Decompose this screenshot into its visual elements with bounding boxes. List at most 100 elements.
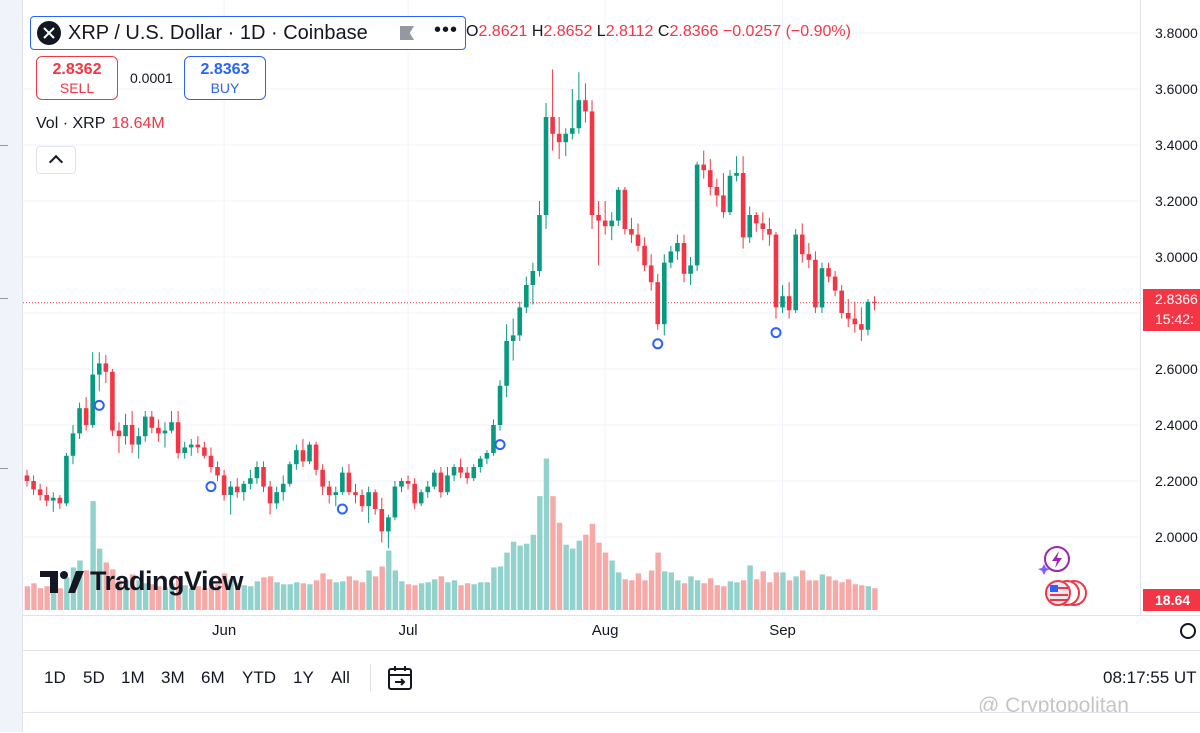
volume-bar	[740, 580, 747, 610]
volume-bar	[845, 579, 852, 610]
utc-clock[interactable]: 08:17:55 UT	[1103, 668, 1197, 687]
candle-body	[504, 341, 509, 386]
candle-body	[366, 492, 371, 507]
toolbar-tick	[0, 145, 8, 146]
volume-bar	[90, 501, 96, 610]
candle-body	[432, 472, 437, 487]
range-button-all[interactable]: All	[331, 668, 350, 687]
candle-body	[570, 128, 575, 134]
candle-body	[767, 229, 772, 235]
chevron-up-icon	[48, 154, 64, 170]
range-button-1d[interactable]: 1D	[44, 668, 66, 687]
candle-body	[629, 229, 634, 235]
volume-bar	[326, 579, 333, 610]
volume-bar	[320, 573, 326, 610]
volume-bar	[675, 580, 681, 610]
range-button-1m[interactable]: 1M	[121, 668, 145, 687]
us-flag-icon	[1045, 580, 1071, 606]
volume-bar	[313, 580, 320, 610]
collapse-legend-button[interactable]	[36, 146, 76, 174]
volume-bar	[96, 548, 103, 610]
volume-bar	[865, 586, 872, 610]
range-button-ytd[interactable]: YTD	[242, 668, 276, 687]
price-tick-label: 2.2000	[1155, 473, 1198, 489]
candle-body	[136, 436, 141, 445]
candle-body	[451, 467, 457, 476]
close-value: 2.8366	[669, 23, 719, 40]
volume-bar	[307, 584, 313, 610]
price-tick-label: 2.4000	[1155, 417, 1198, 433]
volume-bar	[162, 587, 169, 610]
candle-body	[826, 268, 831, 277]
volume-bar	[353, 580, 359, 610]
volume-bar	[661, 571, 668, 610]
volume-bar	[182, 585, 188, 610]
events-icons[interactable]	[1030, 540, 1092, 610]
event-marker-icon	[494, 439, 506, 451]
candle-body	[616, 189, 621, 221]
tradingview-logo[interactable]: TradingView	[40, 566, 244, 597]
volume-bar	[169, 583, 175, 610]
volume-bar	[826, 576, 832, 610]
volume-bar	[530, 534, 536, 610]
volume-legend[interactable]: Vol · XRP 18.64M	[36, 115, 165, 133]
buy-button[interactable]: 2.8363 BUY	[184, 56, 266, 100]
symbol-legend[interactable]: XRP / U.S. Dollar · 1D · Coinbase •••	[30, 16, 466, 50]
candle-body	[386, 517, 391, 532]
event-marker-icon	[336, 503, 348, 515]
candle-body	[865, 301, 871, 330]
range-button-5d[interactable]: 5D	[83, 668, 105, 687]
candle-body	[267, 486, 273, 504]
volume-bar	[760, 571, 766, 610]
volume-bar	[418, 583, 425, 610]
volume-bar	[648, 570, 655, 610]
volume-bar	[228, 579, 234, 610]
candle-body	[116, 430, 122, 437]
range-button-6m[interactable]: 6M	[201, 668, 225, 687]
price-axis[interactable]	[1140, 0, 1200, 615]
candle-body	[90, 374, 95, 425]
candle-body	[458, 467, 463, 473]
candle-body	[550, 117, 555, 134]
range-button-3m[interactable]: 3M	[161, 668, 185, 687]
event-marker-icon	[93, 399, 105, 411]
volume-bar	[287, 584, 293, 610]
candle-body	[346, 472, 352, 493]
volume-bar	[300, 583, 307, 610]
symbol-title[interactable]: XRP / U.S. Dollar · 1D · Coinbase	[68, 21, 368, 44]
candle-body	[872, 301, 877, 303]
volume-bar	[412, 585, 418, 610]
candle-body	[681, 243, 687, 274]
sell-button[interactable]: 2.8362 SELL	[36, 56, 118, 100]
volume-bar	[57, 588, 63, 610]
candle-body	[753, 215, 759, 224]
volume-bar	[202, 588, 208, 610]
volume-bar	[294, 582, 300, 610]
candle-body	[287, 464, 293, 484]
candle-body	[780, 296, 785, 308]
volume-bar	[156, 586, 162, 610]
candlestick-chart[interactable]	[23, 0, 1140, 650]
settings-gear-icon[interactable]	[1180, 623, 1196, 639]
volume-bar	[432, 579, 438, 610]
candle-body	[556, 133, 562, 143]
candle-body	[622, 189, 628, 229]
more-options-icon[interactable]: •••	[434, 19, 459, 41]
volume-bar	[24, 586, 31, 610]
candle-body	[445, 475, 450, 493]
chart-pane[interactable]	[23, 0, 1140, 650]
bottom-panel-tabs[interactable]	[23, 712, 1200, 733]
candle-body	[537, 215, 542, 271]
candle-body	[773, 234, 779, 308]
candle-body	[320, 469, 325, 487]
candle-body	[635, 234, 641, 246]
go-to-date-icon[interactable]	[386, 664, 414, 692]
volume-bar	[491, 567, 497, 610]
time-tick-label: Jun	[212, 622, 237, 639]
bar-countdown: 15:42:	[1155, 311, 1194, 327]
flag-icon[interactable]	[400, 26, 414, 40]
candle-body	[642, 245, 647, 266]
candle-body	[169, 422, 174, 431]
range-button-1y[interactable]: 1Y	[293, 668, 314, 687]
candle-body	[274, 492, 279, 504]
